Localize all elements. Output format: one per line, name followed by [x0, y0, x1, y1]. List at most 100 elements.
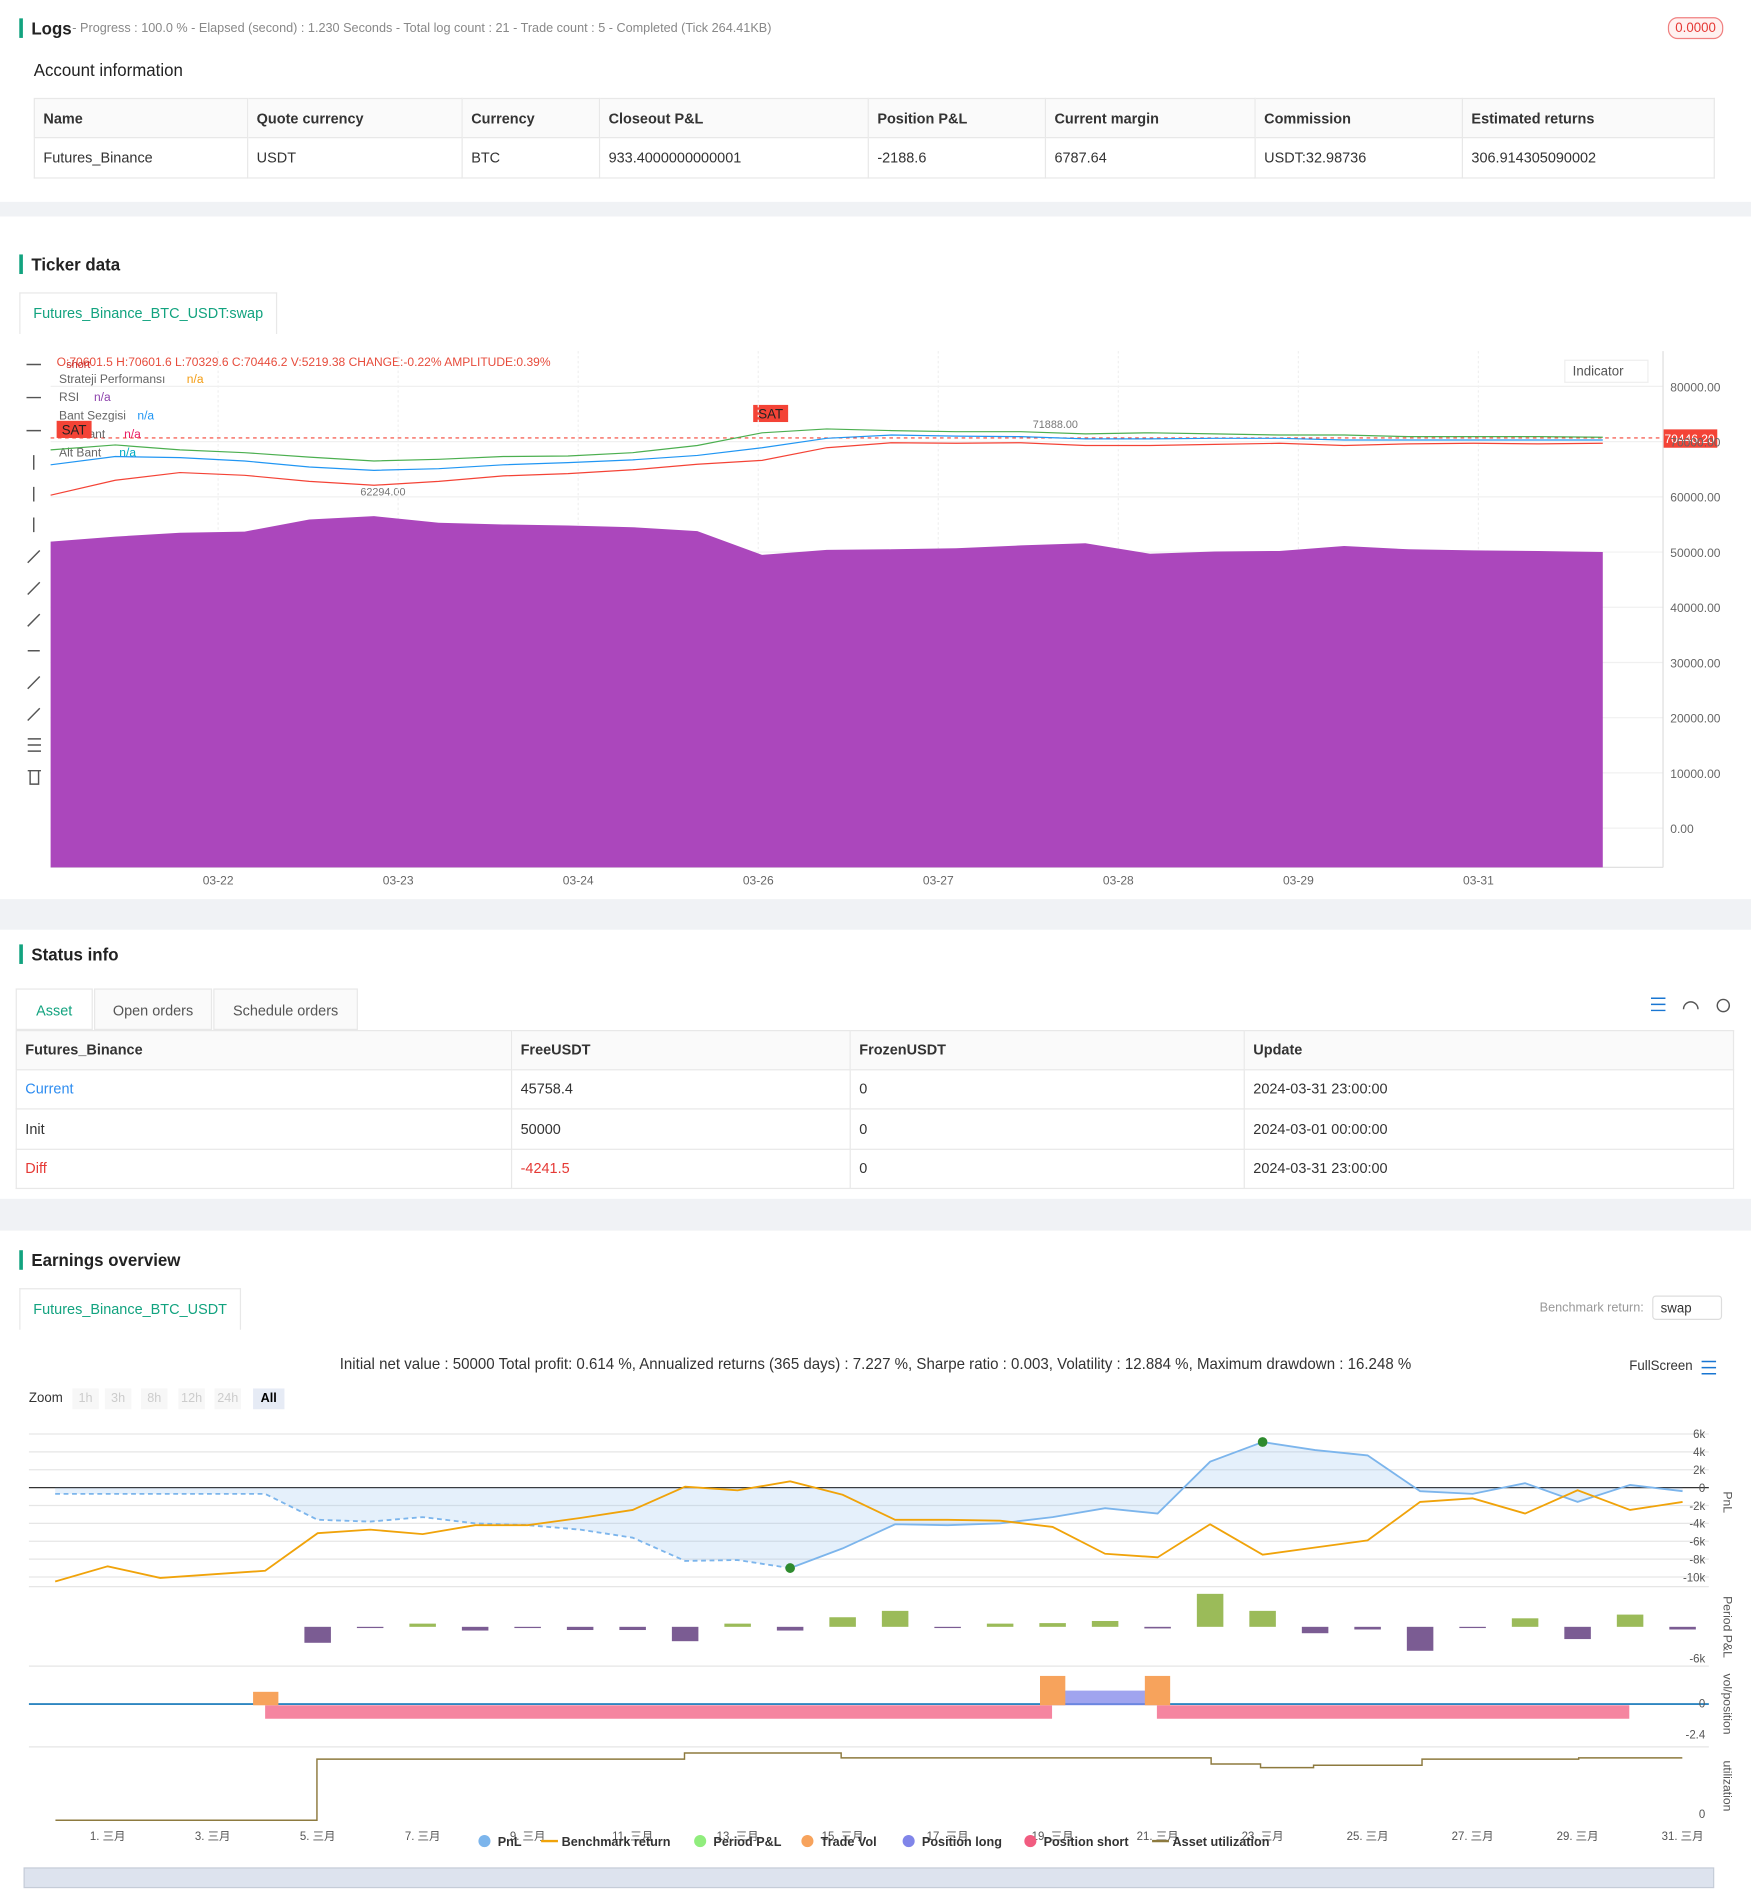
x-tick-label: 17. 三月: [927, 1831, 969, 1843]
position-short-bar: [265, 1705, 1053, 1719]
x-tick-label: 03-24: [563, 873, 594, 887]
table-cell: 306.914305090002: [1462, 138, 1715, 179]
toolbar-icons: [26, 363, 41, 785]
table-cell: Futures_Binance: [33, 138, 249, 179]
signal-box: [753, 404, 789, 423]
y-tick-label: -8k: [1689, 1554, 1705, 1566]
table-header: Commission: [1255, 97, 1463, 139]
signal-label: SAT: [758, 406, 783, 421]
price-label: 70446.20: [1664, 432, 1714, 446]
legend-label: Position short: [1044, 1834, 1130, 1849]
table-header: Position P&L: [868, 97, 1047, 139]
period-bar: [776, 1626, 804, 1631]
period-bar: [829, 1617, 856, 1627]
period-bar: [1354, 1626, 1381, 1630]
y-tick-label: 2k: [1693, 1465, 1705, 1477]
table-header: Name: [33, 97, 249, 139]
trade-vol-bar: [1144, 1675, 1171, 1706]
table-cell: 0: [850, 1149, 1245, 1190]
x-tick-label: 23. 三月: [1242, 1831, 1284, 1843]
axis-title: utilization: [1720, 1761, 1734, 1812]
status-title: Status info: [31, 944, 119, 964]
account-title: Account information: [33, 59, 183, 80]
y-tick-label: -6k: [1689, 1536, 1705, 1548]
ohlc: O:70601.5 H:70601.6 L:70329.6 C:70446.2 …: [57, 355, 551, 369]
zoom-button[interactable]: All: [253, 1388, 285, 1410]
legend-name: Strateji Performansı: [59, 372, 165, 386]
period-bar: [1301, 1626, 1329, 1634]
y-tick-label: 50000.00: [1670, 546, 1720, 560]
period-bar: [1039, 1623, 1066, 1627]
status-tab[interactable]: Schedule orders: [213, 988, 358, 1031]
legend-label: PnL: [498, 1834, 522, 1849]
fullscreen-button[interactable]: FullScreen: [1629, 1359, 1693, 1374]
earnings-card: [0, 1230, 1751, 1890]
range-navigator[interactable]: [23, 1867, 1715, 1889]
table-header: Quote currency: [248, 97, 463, 139]
band-line: [50, 442, 1603, 496]
table-header: FrozenUSDT: [850, 1030, 1245, 1070]
indicator-button[interactable]: Indicator: [1564, 359, 1649, 383]
position-short-bar: [1156, 1705, 1630, 1719]
x-tick-label: 03-28: [1103, 873, 1134, 887]
status-tab[interactable]: Open orders: [93, 988, 213, 1031]
status-tab[interactable]: Asset: [15, 988, 93, 1031]
price-tag: [1663, 429, 1718, 448]
band-line: [50, 434, 1603, 471]
logs-status: - Progress : 100.0 % - Elapsed (second) …: [72, 20, 772, 36]
table-cell: -4241.5: [512, 1149, 851, 1190]
benchmark-label: Benchmark return:: [1539, 1300, 1644, 1316]
legend-value: n/a: [94, 390, 111, 404]
table-cell: 2024-03-01 00:00:00: [1244, 1109, 1735, 1150]
x-tick-label: 31. 三月: [1662, 1831, 1704, 1843]
earnings-tab[interactable]: Futures_Binance_BTC_USDT: [19, 1288, 242, 1330]
zoom-button[interactable]: 24h: [214, 1388, 242, 1410]
trade-vol-bar: [1040, 1675, 1066, 1706]
x-tick-label: 03-27: [923, 873, 954, 887]
table-header: Closeout P&L: [600, 97, 869, 139]
x-tick-label: 3. 三月: [195, 1831, 231, 1843]
extreme-marker: [785, 1563, 795, 1573]
x-tick-label: 15. 三月: [822, 1831, 864, 1843]
series-line: [55, 1492, 791, 1569]
zoom-button[interactable]: 1h: [72, 1388, 99, 1410]
period-bar: [619, 1626, 646, 1631]
zoom-button[interactable]: 12h: [178, 1388, 205, 1410]
y-tick-label: -6k: [1689, 1653, 1705, 1665]
y-tick-label: -10k: [1683, 1572, 1705, 1584]
table-cell: Diff: [15, 1149, 513, 1190]
table-header: Update: [1244, 1030, 1735, 1070]
table-cell: 0: [850, 1069, 1245, 1110]
x-tick-label: 03-22: [203, 873, 234, 887]
x-tick-label: 03-26: [743, 873, 774, 887]
x-tick-label: 21. 三月: [1137, 1831, 1179, 1843]
accent: [19, 18, 23, 38]
logs-title: Logs: [31, 18, 72, 38]
table-cell: 2024-03-31 23:00:00: [1244, 1149, 1735, 1190]
annotation: 62294.00: [360, 486, 405, 498]
series-line: [789, 1441, 1683, 1569]
balance-badge: 0.0000: [1667, 17, 1724, 40]
earnings-title: Earnings overview: [31, 1250, 181, 1270]
x-tick-label: 27. 三月: [1452, 1831, 1494, 1843]
y-tick-label: -2.4: [1686, 1729, 1706, 1741]
table-cell: USDT: [248, 138, 463, 179]
period-bar: [1616, 1614, 1644, 1627]
axis-title: PnL: [1720, 1491, 1734, 1513]
table-cell: Init: [15, 1109, 513, 1150]
zoom-button[interactable]: 3h: [104, 1388, 132, 1410]
ticker-tab[interactable]: Futures_Binance_BTC_USDT:swap: [19, 292, 278, 334]
y-tick-label: 0: [1699, 1809, 1705, 1821]
legend-value: n/a: [137, 409, 154, 423]
period-bar: [1564, 1626, 1591, 1640]
menu-icons: [1650, 997, 1731, 1375]
period-bar: [461, 1626, 489, 1631]
accent: [19, 254, 23, 275]
zoom-button[interactable]: 8h: [140, 1388, 168, 1410]
benchmark-select[interactable]: swap: [1652, 1295, 1723, 1320]
period-bar: [304, 1626, 331, 1643]
period-bar: [1669, 1626, 1696, 1630]
y-tick-label: 6k: [1693, 1429, 1705, 1441]
table-header: Current margin: [1046, 97, 1256, 139]
